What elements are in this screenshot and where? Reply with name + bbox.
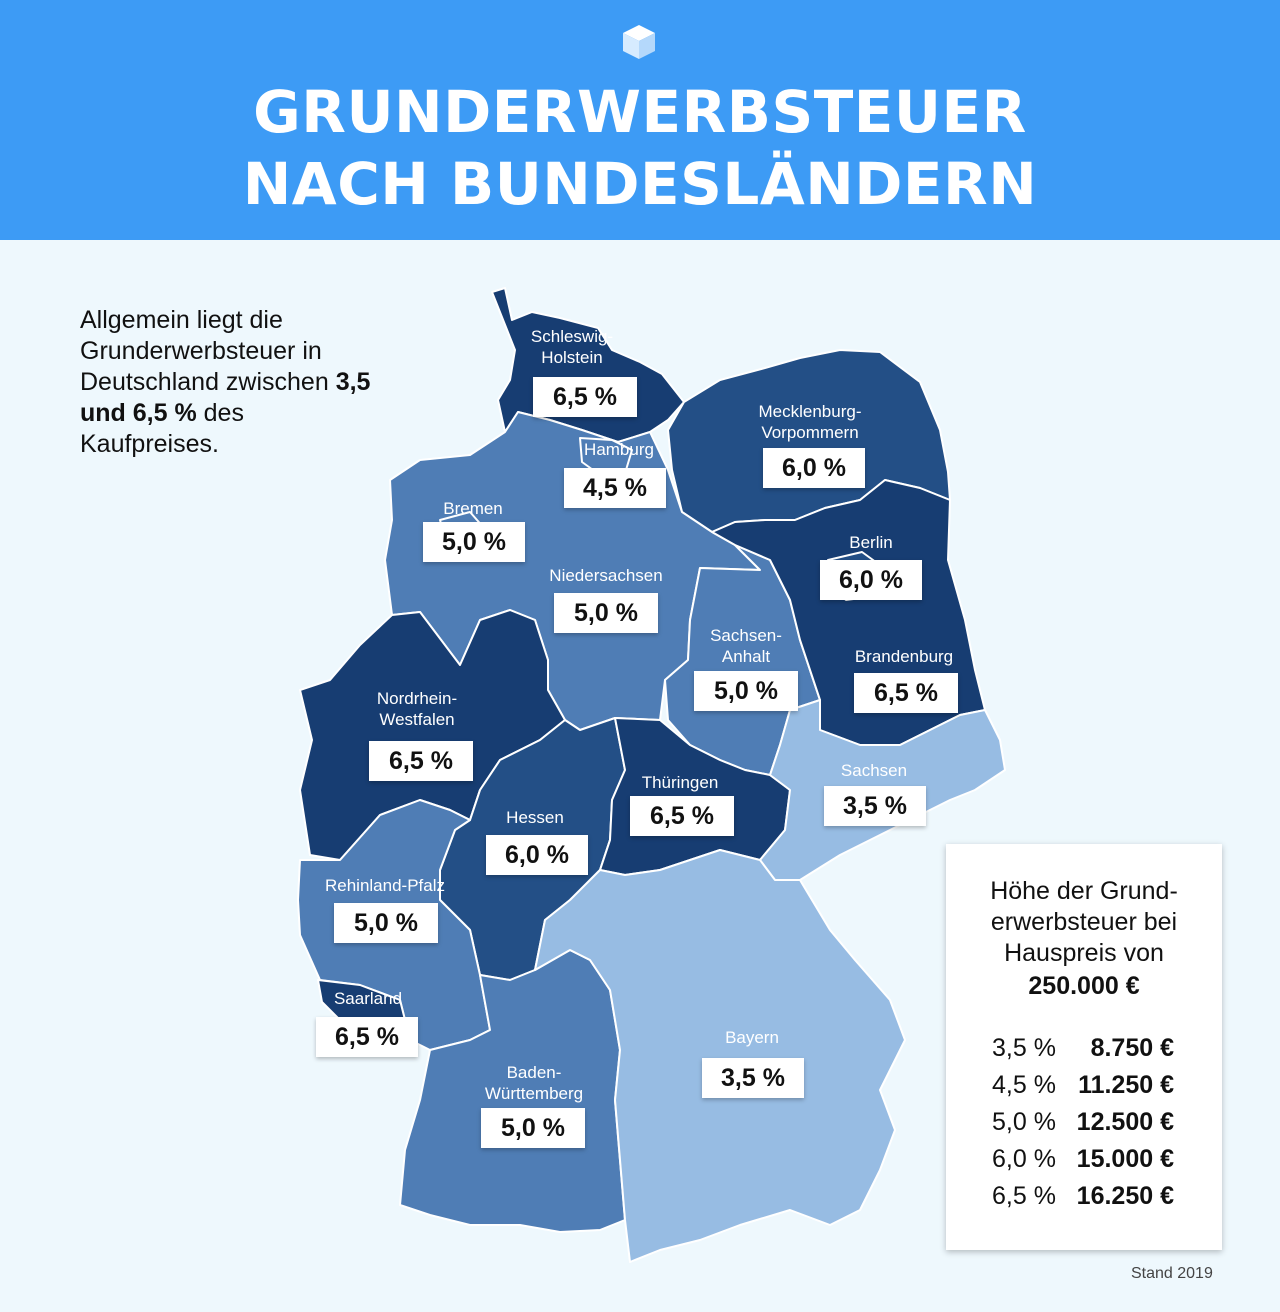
state-name-hessen: Hessen	[506, 808, 564, 827]
legend-row: 5,0 % 12.500 €	[946, 1108, 1222, 1140]
intro-text-start: Allgemein liegt die Grunderwerbsteuer in…	[80, 306, 336, 396]
cube-logo-icon	[623, 25, 655, 59]
rate-badge-thueringen: 6,5 %	[630, 796, 734, 836]
state-name-thueringen: Thüringen	[641, 773, 719, 792]
legend-rate: 3,5 %	[992, 1034, 1056, 1062]
legend-rate: 4,5 %	[992, 1071, 1056, 1099]
state-name-mecklenburg-vorpommern: Mecklenburg- Vorpommern	[758, 402, 862, 442]
legend-row: 6,5 % 16.250 €	[946, 1182, 1222, 1214]
legend-tax-amount: 12.500 €	[1076, 1108, 1174, 1136]
legend-house-price: 250.000 €	[1028, 972, 1140, 1000]
rate-badge-sachsen: 3,5 %	[824, 786, 926, 826]
legend-box: Höhe der Grund- erwerbsteuer bei Hauspre…	[946, 844, 1222, 1250]
state-name-brandenburg: Brandenburg	[854, 647, 954, 666]
rate-badge-rehinland-pfalz: 5,0 %	[334, 903, 438, 943]
state-name-niedersachsen: Niedersachsen	[549, 566, 663, 585]
germany-map	[297, 287, 1006, 1263]
footnote: Stand 2019	[1131, 1265, 1213, 1282]
legend-row: 3,5 % 8.750 €	[946, 1034, 1222, 1066]
state-name-hamburg: Hamburg	[584, 440, 654, 459]
rate-badge-bayern: 3,5 %	[702, 1058, 804, 1098]
page-title-line-2: NACH BUNDESLÄNDERN	[242, 150, 1038, 218]
state-name-berlin: Berlin	[849, 533, 893, 552]
intro-text-end: des Kaufpreises.	[80, 399, 244, 458]
page-title-line-1: GRUNDERWERBSTEUER	[253, 78, 1027, 146]
state-name-bremen: Bremen	[443, 499, 503, 518]
legend-tax-amount: 11.250 €	[1078, 1071, 1174, 1099]
rate-badge-hessen: 6,0 %	[486, 835, 588, 875]
rate-badge-berlin: 6,0 %	[820, 560, 922, 600]
intro-text-range: 3,5 und 6,5 %	[80, 368, 371, 427]
state-name-sachsen-anhalt: Sachsen- Anhalt	[710, 626, 782, 666]
rate-badge-saarland: 6,5 %	[316, 1017, 418, 1057]
rate-badge-hamburg: 4,5 %	[564, 468, 666, 508]
state-shape-bayern	[534, 849, 906, 1263]
rate-badge-nordrhein-westfalen: 6,5 %	[369, 741, 473, 781]
legend-tax-amount: 8.750 €	[1090, 1034, 1174, 1062]
header-banner: GRUNDERWERBSTEUER NACH BUNDESLÄNDERN	[0, 0, 1280, 240]
rate-badge-brandenburg: 6,5 %	[854, 673, 958, 713]
state-name-rehinland-pfalz: Rehinland-Pfalz	[324, 876, 446, 895]
legend-tax-amount: 15.000 €	[1076, 1145, 1174, 1173]
rate-badge-sachsen-anhalt: 5,0 %	[694, 671, 798, 711]
state-name-schleswig-holstein: Schleswig- Holstein	[530, 327, 614, 367]
legend-rate: 6,5 %	[992, 1182, 1056, 1210]
state-name-nordrhein-westfalen: Nordrhein- Westfalen	[376, 689, 458, 729]
legend-rate: 5,0 %	[992, 1108, 1056, 1136]
state-name-sachsen: Sachsen	[840, 761, 908, 780]
rate-badge-mecklenburg-vorpommern: 6,0 %	[763, 448, 865, 488]
rate-badge-schleswig-holstein: 6,5 %	[533, 377, 637, 417]
intro-text: Allgemein liegt die Grunderwerbsteuer in…	[80, 305, 380, 460]
legend-title: Höhe der Grund- erwerbsteuer bei Hauspre…	[990, 877, 1178, 967]
legend-rate: 6,0 %	[992, 1145, 1056, 1173]
state-name-baden-wuerttemberg: Baden- Württemberg	[484, 1063, 584, 1103]
state-name-saarland: Saarland	[333, 989, 403, 1008]
legend-tax-amount: 16.250 €	[1076, 1182, 1174, 1210]
rate-badge-bremen: 5,0 %	[423, 522, 525, 562]
rate-badge-niedersachsen: 5,0 %	[554, 593, 658, 633]
legend-row: 4,5 % 11.250 €	[946, 1071, 1222, 1103]
state-name-bayern: Bayern	[725, 1028, 779, 1047]
rate-badge-baden-wuerttemberg: 5,0 %	[481, 1108, 585, 1148]
legend-row: 6,0 % 15.000 €	[946, 1145, 1222, 1177]
